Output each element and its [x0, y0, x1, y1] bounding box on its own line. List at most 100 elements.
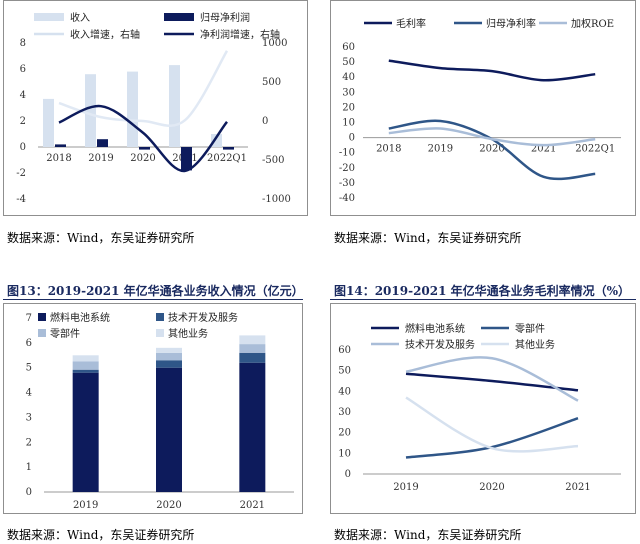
y-tick-label: 7: [26, 313, 32, 324]
y-tick-label: 1: [26, 462, 32, 473]
legend-label: 燃料电池系统: [405, 322, 465, 335]
y-tick-label: -10: [339, 148, 355, 159]
net-profit-bar: [181, 147, 192, 171]
y2-tick-label: -500: [262, 155, 284, 166]
legend-label: 归母净利率: [486, 17, 536, 30]
revenue-profit-chart: -4 -2 0 2 4 6 8 -1000 -500 0 500 1000 2018 2019 2020 20…: [16, 11, 291, 205]
revenue-growth-line: [58, 50, 229, 127]
source-note-3: 数据来源：Wind，东吴证券研究所: [7, 528, 195, 542]
revenue-bar: [85, 74, 96, 147]
x-tick-label: 2019: [88, 153, 113, 164]
figure-14-title: 图14：2019-2021 年亿华通各业务毛利率情况（%）: [334, 284, 631, 298]
revenue-bar: [43, 98, 54, 147]
series-line: [405, 396, 579, 453]
net-profit-growth-line: [58, 104, 228, 173]
revenue-profit-chart-panel: -4 -2 0 2 4 6 8 -1000 -500 0 500 1000 2018 2019 2020 20…: [3, 0, 308, 216]
y-tick-label: 0: [20, 142, 26, 153]
x-tick-label: 2019: [73, 500, 98, 511]
series-line: [405, 372, 579, 392]
legend-label: 加权ROE: [571, 17, 614, 30]
figure-14-rule: [330, 299, 636, 300]
series-line: [388, 127, 596, 147]
stacked-bar-segment: [72, 372, 99, 492]
y-tick-label: -4: [16, 194, 26, 205]
y2-tick-label: 500: [262, 77, 281, 88]
x-tick-label: 2019: [393, 482, 418, 493]
stacked-bar-segment: [239, 362, 266, 492]
legend-label: 其他业务: [515, 338, 555, 351]
y-tick-label: 60: [342, 42, 355, 53]
legend-label: 归母净利润: [200, 11, 250, 24]
y-tick-label: -30: [339, 178, 355, 189]
net-profit-bar: [223, 147, 234, 150]
source-note-4: 数据来源：Wind，东吴证券研究所: [334, 528, 522, 542]
legend-label: 零部件: [515, 322, 545, 335]
y-tick-label: 5: [26, 363, 32, 374]
y-tick-label: 20: [342, 102, 355, 113]
business-revenue-chart-panel: 0 1 2 3 4 5 6 7 2019 2020 2021 燃料电池系统 技术开发及服务 零部件 其他业务: [3, 303, 303, 514]
legend-label: 净利润增速，右轴: [200, 28, 280, 41]
stacked-bar-segment: [72, 369, 99, 373]
x-tick-label: 2019: [428, 144, 453, 155]
y-tick-label: 50: [338, 366, 351, 377]
business-margin-chart-panel: 0 10 20 30 40 50 60 2019 2020 2021 燃料电池系统 零部件 技术开发及服…: [330, 303, 636, 514]
y-tick-label: -2: [16, 168, 26, 179]
source-note-1: 数据来源：Wind，东吴证券研究所: [7, 231, 195, 245]
net-profit-bar: [55, 144, 66, 147]
x-tick-label: 2020: [479, 482, 504, 493]
net-profit-bar: [139, 147, 150, 150]
y-tick-label: 40: [338, 386, 351, 397]
y-tick-label: 2: [26, 437, 32, 448]
legend-label: 毛利率: [396, 17, 426, 30]
stacked-bar-segment: [239, 352, 266, 363]
y-tick-label: -20: [339, 163, 355, 174]
figure-13-title: 图13：2019-2021 年亿华通各业务收入情况（亿元）: [7, 284, 304, 298]
x-tick-label: 2018: [376, 144, 401, 155]
series-line: [388, 59, 596, 82]
y-tick-label: 0: [349, 133, 355, 144]
legend-label: 零部件: [50, 327, 80, 340]
y-tick-label: 50: [342, 57, 355, 68]
stacked-bar-segment: [72, 355, 99, 362]
legend-swatch: [38, 313, 46, 321]
x-tick-label: 2021: [565, 482, 590, 493]
legend-label: 技术开发及服务: [405, 338, 475, 351]
revenue-bar: [211, 134, 222, 147]
legend-swatch: [164, 13, 194, 21]
x-tick-label: 2020: [156, 500, 181, 511]
stacked-bar-segment: [239, 344, 266, 353]
y-tick-label: -40: [339, 193, 355, 204]
y-tick-label: 4: [26, 388, 32, 399]
y-tick-label: 6: [26, 338, 32, 349]
y-tick-label: 4: [20, 90, 26, 101]
x-tick-label: 2022Q1: [207, 153, 247, 164]
legend-label: 其他业务: [168, 327, 208, 340]
legend-label: 燃料电池系统: [50, 311, 110, 324]
series-line: [405, 417, 579, 459]
net-profit-bar: [97, 139, 108, 147]
stacked-bar-segment: [72, 361, 99, 370]
margin-chart: -40 -30 -20 -10 0 10 20 30 40 50 60 2018 2019 2020 202…: [339, 17, 621, 204]
legend-swatch: [156, 329, 164, 337]
revenue-bar: [127, 71, 138, 147]
y2-tick-label: 0: [262, 116, 268, 127]
source-note-2: 数据来源：Wind，东吴证券研究所: [334, 231, 522, 245]
stacked-bar-segment: [156, 367, 182, 492]
legend-swatch: [38, 329, 46, 337]
y-tick-label: 0: [345, 469, 351, 480]
y-tick-label: 6: [20, 64, 26, 75]
y-tick-label: 30: [338, 407, 351, 418]
legend-label: 收入增速，右轴: [70, 28, 140, 41]
x-tick-label: 2020: [130, 153, 155, 164]
legend-swatch: [34, 13, 64, 21]
legend-swatch: [156, 313, 164, 321]
y2-tick-label: 1000: [262, 38, 287, 49]
y-tick-label: 20: [338, 428, 351, 439]
y-tick-label: 0: [26, 487, 32, 498]
x-tick-label: 2022Q1: [575, 144, 615, 155]
legend-label: 技术开发及服务: [168, 311, 238, 324]
stacked-bar-segment: [156, 360, 182, 368]
stacked-bar-segment: [239, 335, 266, 345]
figure-13-rule: [3, 299, 303, 300]
